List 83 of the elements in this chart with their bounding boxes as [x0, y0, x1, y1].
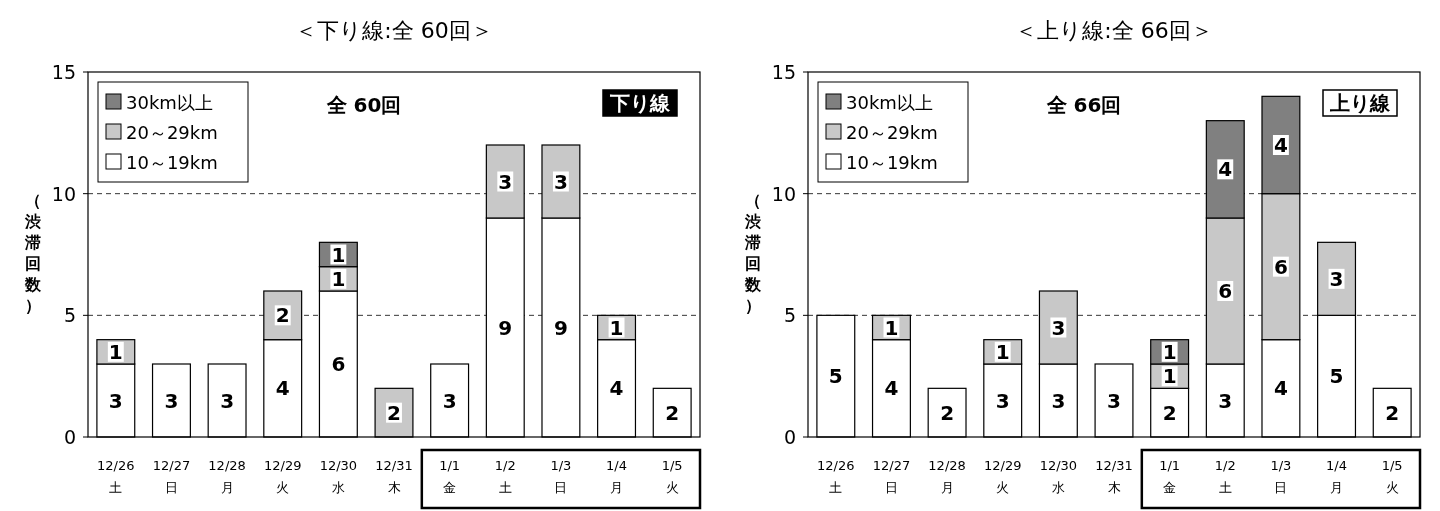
y-tick-label: 10 [51, 182, 76, 205]
y-tick-label: 15 [51, 61, 76, 83]
x-tick-label: 1/1 金 [1159, 458, 1181, 495]
x-tick-label: 1/4 月 [606, 458, 628, 495]
x-tick-label: 12/29 火 [263, 458, 302, 495]
chart-title: ＜上り線:全 66回＞ [1015, 18, 1213, 43]
legend-label: 20～29km [846, 122, 938, 143]
data-label: 1 [884, 315, 899, 340]
x-tick-label: 12/27 日 [872, 458, 911, 495]
x-tick-label: 1/5 火 [661, 458, 683, 495]
annotation: 下り線 [609, 91, 671, 115]
legend-label: 20～29km [126, 122, 218, 143]
x-tick-label: 12/30 水 [319, 458, 358, 495]
x-tick-label: 12/28 月 [208, 458, 246, 495]
y-tick-label: 0 [783, 426, 796, 448]
data-label: 2 [1162, 400, 1177, 425]
y-tick-label: 10 [771, 182, 796, 205]
data-label: 9 [553, 315, 568, 340]
x-tick-label: 1/1 金 [439, 458, 461, 495]
data-label: 2 [275, 303, 290, 328]
data-label: 3 [1051, 315, 1066, 340]
legend-label: 10～19km [126, 152, 218, 173]
data-label: 6 [1218, 279, 1233, 303]
data-label: 1 [331, 242, 346, 267]
x-tick-label: 1/5 火 [1381, 458, 1403, 495]
legend-label: 30km以上 [846, 92, 933, 113]
data-label: 5 [828, 364, 843, 389]
data-label: 1 [1162, 364, 1177, 389]
data-label: 3 [1107, 388, 1121, 413]
data-label: 3 [108, 388, 123, 413]
y-tick-label: 5 [63, 304, 76, 327]
x-tick-label: 1/2 土 [1214, 458, 1236, 495]
x-tick-label: 12/29 火 [983, 458, 1022, 495]
legend-label: 10～19km [846, 152, 938, 173]
data-label: 4 [1273, 133, 1288, 157]
data-label: 4 [1273, 376, 1288, 401]
data-label: 1 [108, 339, 123, 364]
chart-title: ＜下り線:全 60回＞ [295, 18, 493, 43]
data-label: 3 [164, 388, 179, 413]
x-tick-label: 1/3 日 [1270, 458, 1292, 495]
annotation: 全 60回 [325, 93, 402, 117]
x-tick-label: 12/31 木 [1095, 458, 1133, 495]
data-label: 3 [498, 169, 513, 194]
data-label: 1 [331, 266, 346, 291]
y-tick-label: 15 [771, 61, 796, 83]
data-label: 3 [553, 169, 568, 194]
y-axis-title: （渋滞回数） [24, 190, 42, 315]
x-tick-label: 1/4 月 [1326, 458, 1348, 495]
data-label: 2 [1385, 400, 1400, 425]
data-label: 4 [884, 376, 899, 401]
x-tick-label: 12/27 日 [152, 458, 191, 495]
x-tick-label: 12/26 土 [817, 458, 855, 495]
data-label: 2 [665, 400, 680, 425]
data-label: 6 [1273, 254, 1288, 279]
x-tick-label: 12/26 土 [97, 458, 135, 495]
data-label: 4 [609, 376, 624, 401]
y-axis-title: （渋滞回数） [744, 190, 762, 315]
data-label: 2 [387, 400, 401, 425]
data-label: 9 [498, 315, 513, 340]
y-tick-label: 0 [63, 426, 76, 448]
data-label: 3 [1329, 266, 1344, 291]
legend-label: 30km以上 [126, 92, 213, 113]
data-label: 6 [331, 352, 346, 376]
annotation: 上り線 [1329, 91, 1391, 115]
data-label: 3 [442, 388, 457, 413]
annotation: 全 66回 [1045, 93, 1122, 117]
x-tick-label: 12/30 水 [1039, 458, 1078, 495]
data-label: 3 [995, 388, 1010, 413]
data-label: 3 [220, 388, 235, 413]
data-label: 4 [275, 376, 290, 401]
data-label: 1 [995, 339, 1010, 364]
data-label: 4 [1218, 157, 1233, 182]
data-label: 1 [609, 315, 624, 340]
x-tick-label: 12/31 木 [375, 458, 413, 495]
data-label: 5 [1329, 364, 1344, 389]
data-label: 3 [1051, 388, 1066, 413]
data-label: 3 [1218, 388, 1233, 413]
x-tick-label: 12/28 月 [928, 458, 966, 495]
data-label: 2 [940, 400, 955, 425]
y-tick-label: 5 [783, 304, 796, 327]
data-label: 1 [1162, 339, 1177, 364]
x-tick-label: 1/2 土 [494, 458, 516, 495]
x-tick-label: 1/3 日 [550, 458, 572, 495]
